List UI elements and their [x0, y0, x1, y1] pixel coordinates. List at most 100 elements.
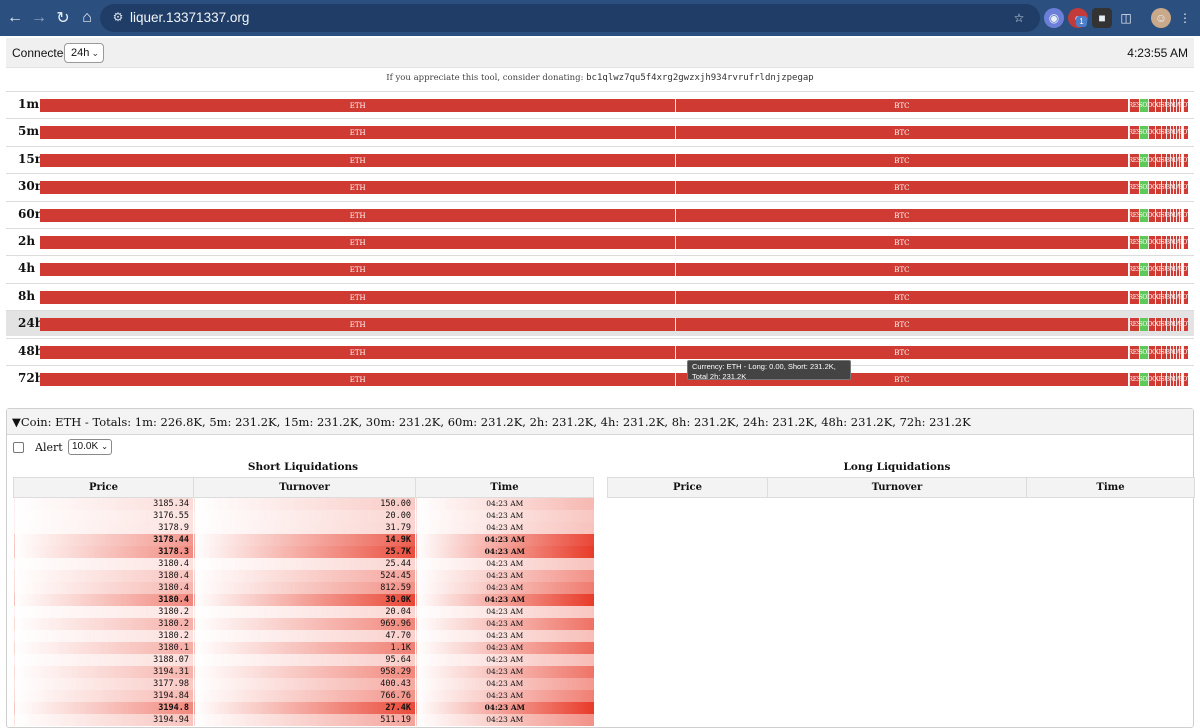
bar-segment-link[interactable]: LINK — [1173, 263, 1177, 276]
bar-segment-ada[interactable]: ADA — [1169, 181, 1173, 194]
bar-segment-btc[interactable]: BTC — [675, 263, 1129, 276]
bar-segment-xrp[interactable]: XRP — [1154, 291, 1161, 304]
bar-segment-eth[interactable]: ETH — [40, 263, 676, 276]
bar-segment-avax[interactable]: AVAX — [1176, 209, 1179, 222]
bar-segment-link[interactable]: LINK — [1173, 236, 1177, 249]
bar-segment-doge[interactable]: DOGE — [1147, 373, 1155, 386]
bar-segment-other[interactable]: OTHER — [1182, 99, 1188, 112]
alert-checkbox[interactable] — [13, 442, 24, 453]
bar-segment-pepe[interactable]: PEPE — [1178, 126, 1181, 139]
bar-segment-resolv[interactable]: RESOLV — [1128, 346, 1139, 359]
bar-segment-pepe[interactable]: PEPE — [1178, 373, 1181, 386]
bar-segment-xrp[interactable]: XRP — [1154, 318, 1161, 331]
bar-segment-resolv[interactable]: RESOLV — [1128, 236, 1139, 249]
bar-segment-bnb[interactable]: BNB — [1165, 291, 1170, 304]
reload-icon[interactable]: ↻ — [56, 10, 70, 27]
bar-segment-xrp[interactable]: XRP — [1154, 263, 1161, 276]
bar-segment-ada[interactable]: ADA — [1169, 154, 1173, 167]
bar-segment-xrp[interactable]: XRP — [1154, 126, 1161, 139]
bar-segment-eth[interactable]: ETH — [40, 209, 676, 222]
bar-segment-sol[interactable]: SOL — [1138, 154, 1148, 167]
timeframe-row-24h[interactable]: 24hETHBTCRESOLVSOLDOGEXRPSUIBNBADALINKAV… — [6, 310, 1194, 336]
address-bar[interactable] — [100, 4, 1040, 32]
bar-segment-xrp[interactable]: XRP — [1154, 209, 1161, 222]
puzzle-icon[interactable]: ◫ — [1120, 11, 1132, 25]
bar-segment-sol[interactable]: SOL — [1138, 346, 1148, 359]
bar-segment-sol[interactable]: SOL — [1138, 126, 1148, 139]
bar-segment-eth[interactable]: ETH — [40, 346, 676, 359]
home-icon[interactable]: ⌂ — [82, 9, 92, 26]
bar-segment-link[interactable]: LINK — [1173, 126, 1177, 139]
bar-segment-other[interactable]: OTHER — [1182, 373, 1188, 386]
bar-segment-other[interactable]: OTHER — [1182, 263, 1188, 276]
bar-segment-link[interactable]: LINK — [1173, 154, 1177, 167]
bar-segment-eth[interactable]: ETH — [40, 154, 676, 167]
bar-segment-avax[interactable]: AVAX — [1176, 236, 1179, 249]
bar-segment-xrp[interactable]: XRP — [1154, 373, 1161, 386]
bar-segment-ada[interactable]: ADA — [1169, 263, 1173, 276]
timeframe-row-4h[interactable]: 4h ETHBTCRESOLVSOLDOGEXRPSUIBNBADALINKAVA… — [6, 255, 1194, 281]
bar-segment-doge[interactable]: DOGE — [1147, 318, 1155, 331]
bar-segment-sui[interactable]: SUI — [1160, 263, 1166, 276]
bar-segment-sui[interactable]: SUI — [1160, 346, 1166, 359]
forward-arrow-icon[interactable]: → — [31, 9, 47, 26]
bar-segment-eth[interactable]: ETH — [40, 236, 676, 249]
bar-segment-avax[interactable]: AVAX — [1176, 126, 1179, 139]
bar-segment-link[interactable]: LINK — [1173, 291, 1177, 304]
bar-segment-btc[interactable]: BTC — [675, 126, 1129, 139]
bar-segment-pepe[interactable]: PEPE — [1178, 318, 1181, 331]
donation-address[interactable]: bc1qlwz7qu5f4xrg2gwzxjh934rvrufrldnjzpeg… — [586, 73, 814, 83]
bar-segment-avax[interactable]: AVAX — [1176, 181, 1179, 194]
bar-segment-pepe[interactable]: PEPE — [1178, 291, 1181, 304]
bar-segment-pepe[interactable]: PEPE — [1178, 209, 1181, 222]
bar-segment-eth[interactable]: ETH — [40, 318, 676, 331]
bar-segment-btc[interactable]: BTC — [675, 99, 1129, 112]
bar-segment-ada[interactable]: ADA — [1169, 291, 1173, 304]
bar-segment-other[interactable]: OTHER — [1182, 154, 1188, 167]
site-info-icon[interactable]: ⚙ — [112, 10, 124, 24]
bar-segment-link[interactable]: LINK — [1173, 318, 1177, 331]
url-text[interactable]: liquer.13371337.org — [130, 10, 250, 25]
bar-segment-eth[interactable]: ETH — [40, 181, 676, 194]
coin-panel-title[interactable]: ▼Coin: ETH - Totals: 1m: 226.8K, 5m: 231… — [7, 409, 1193, 435]
bar-segment-ada[interactable]: ADA — [1169, 346, 1173, 359]
bar-segment-other[interactable]: OTHER — [1182, 291, 1188, 304]
bar-segment-bnb[interactable]: BNB — [1165, 181, 1170, 194]
bar-segment-sui[interactable]: SUI — [1160, 99, 1166, 112]
bar-segment-bnb[interactable]: BNB — [1165, 99, 1170, 112]
extension-icon[interactable]: ◉ — [1044, 8, 1064, 28]
timeframe-row-8h[interactable]: 8h ETHBTCRESOLVSOLDOGEXRPSUIBNBADALINKAVA… — [6, 283, 1194, 309]
bar-segment-bnb[interactable]: BNB — [1165, 318, 1170, 331]
bar-segment-xrp[interactable]: XRP — [1154, 181, 1161, 194]
bar-segment-pepe[interactable]: PEPE — [1178, 263, 1181, 276]
bar-segment-sol[interactable]: SOL — [1138, 291, 1148, 304]
bar-segment-ada[interactable]: ADA — [1169, 373, 1173, 386]
bar-segment-resolv[interactable]: RESOLV — [1128, 181, 1139, 194]
bar-segment-sol[interactable]: SOL — [1138, 209, 1148, 222]
bar-segment-ada[interactable]: ADA — [1169, 126, 1173, 139]
bar-segment-doge[interactable]: DOGE — [1147, 126, 1155, 139]
bar-segment-other[interactable]: OTHER — [1182, 318, 1188, 331]
menu-dots-icon[interactable]: ⋮ — [1179, 11, 1191, 25]
bar-segment-btc[interactable]: BTC — [675, 346, 1129, 359]
timeframe-row-72h[interactable]: 72hETHBTCRESOLVSOLDOGEXRPSUIBNBADALINKAV… — [6, 365, 1194, 391]
bar-segment-resolv[interactable]: RESOLV — [1128, 154, 1139, 167]
bar-segment-ada[interactable]: ADA — [1169, 209, 1173, 222]
bar-segment-pepe[interactable]: PEPE — [1178, 346, 1181, 359]
timeframe-row-30m[interactable]: 30mETHBTCRESOLVSOLDOGEXRPSUIBNBADALINKAV… — [6, 173, 1194, 199]
bar-segment-btc[interactable]: BTC — [675, 318, 1129, 331]
bar-segment-xrp[interactable]: XRP — [1154, 346, 1161, 359]
bar-segment-resolv[interactable]: RESOLV — [1128, 373, 1139, 386]
bar-segment-sui[interactable]: SUI — [1160, 236, 1166, 249]
timeframe-row-1m[interactable]: 1mETHBTCRESOLVSOLDOGEXRPSUIBNBADALINKAVA… — [6, 91, 1194, 117]
bar-segment-sol[interactable]: SOL — [1138, 236, 1148, 249]
bar-segment-bnb[interactable]: BNB — [1165, 373, 1170, 386]
bar-segment-eth[interactable]: ETH — [40, 99, 676, 112]
bar-segment-doge[interactable]: DOGE — [1147, 346, 1155, 359]
bar-segment-pepe[interactable]: PEPE — [1178, 236, 1181, 249]
bar-segment-btc[interactable]: BTC — [675, 181, 1129, 194]
bar-segment-avax[interactable]: AVAX — [1176, 346, 1179, 359]
bar-segment-sol[interactable]: SOL — [1138, 263, 1148, 276]
bar-segment-avax[interactable]: AVAX — [1176, 318, 1179, 331]
bar-segment-btc[interactable]: BTC — [675, 291, 1129, 304]
